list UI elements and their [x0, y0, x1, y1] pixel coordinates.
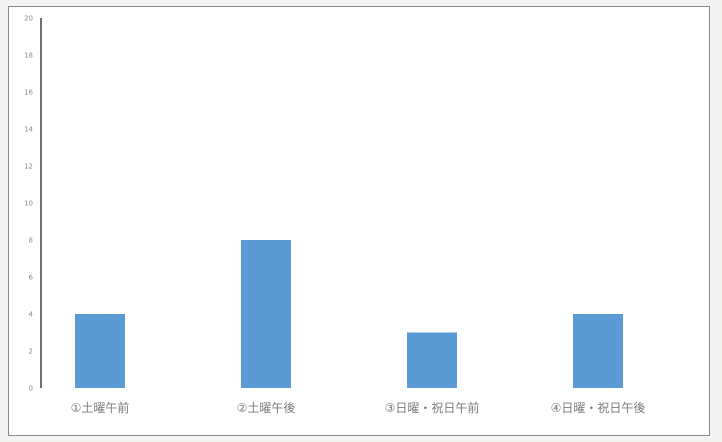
y-tick-label-10: 20	[24, 15, 33, 23]
category-label-4: ④日曜・祝日午後	[551, 401, 646, 415]
bar-4	[573, 314, 623, 388]
category-label-3: ③日曜・祝日午前	[385, 400, 480, 415]
y-tick-label-6: 12	[24, 163, 33, 171]
bar-chart: 0 2 4 6 8 10 12 14 16 18 20 ①土曜午前 ②土曜午後 ③日曜・祝日午前 ④日曜・…	[24, 15, 646, 416]
chart-frame: 0 2 4 6 8 10 12 14 16 18 20 ①土曜午前 ②土曜午後 ③日曜・祝日午前 ④日曜・…	[8, 6, 710, 436]
y-tick-labels: 0 2 4 6 8 10 12 14 16 18 20	[24, 15, 33, 393]
y-tick-label-1: 2	[29, 348, 33, 356]
category-labels: ①土曜午前 ②土曜午後 ③日曜・祝日午前 ④日曜・祝日午後	[71, 400, 646, 415]
y-tick-label-5: 10	[24, 200, 33, 208]
category-label-1: ①土曜午前	[71, 400, 130, 415]
y-tick-label-9: 18	[24, 52, 33, 60]
y-tick-label-0: 0	[29, 385, 33, 393]
y-tick-label-2: 4	[29, 311, 34, 319]
category-label-2: ②土曜午後	[237, 401, 296, 415]
bar-3	[407, 332, 457, 388]
y-tick-label-4: 8	[29, 237, 33, 245]
bars	[75, 240, 623, 388]
bar-2	[241, 240, 291, 388]
y-tick-label-8: 16	[24, 89, 33, 97]
y-tick-label-7: 14	[24, 126, 33, 134]
y-tick-label-3: 6	[29, 274, 34, 282]
bar-1	[75, 314, 125, 388]
